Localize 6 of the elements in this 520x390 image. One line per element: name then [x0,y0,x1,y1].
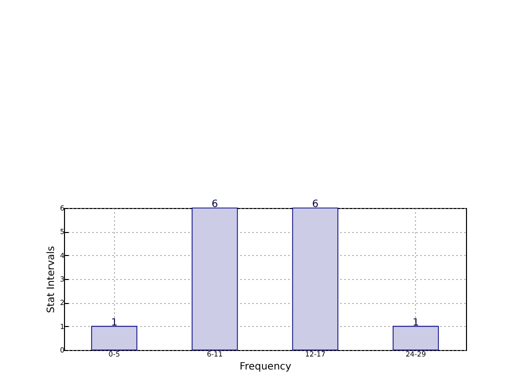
y-axis-title: Stat Intervals [46,246,58,314]
data-label: 1 [412,317,419,328]
data-label: 6 [312,199,318,210]
data-label: 6 [212,199,218,210]
data-label: 1 [111,317,118,328]
x-axis-title: Frequency [240,362,292,372]
